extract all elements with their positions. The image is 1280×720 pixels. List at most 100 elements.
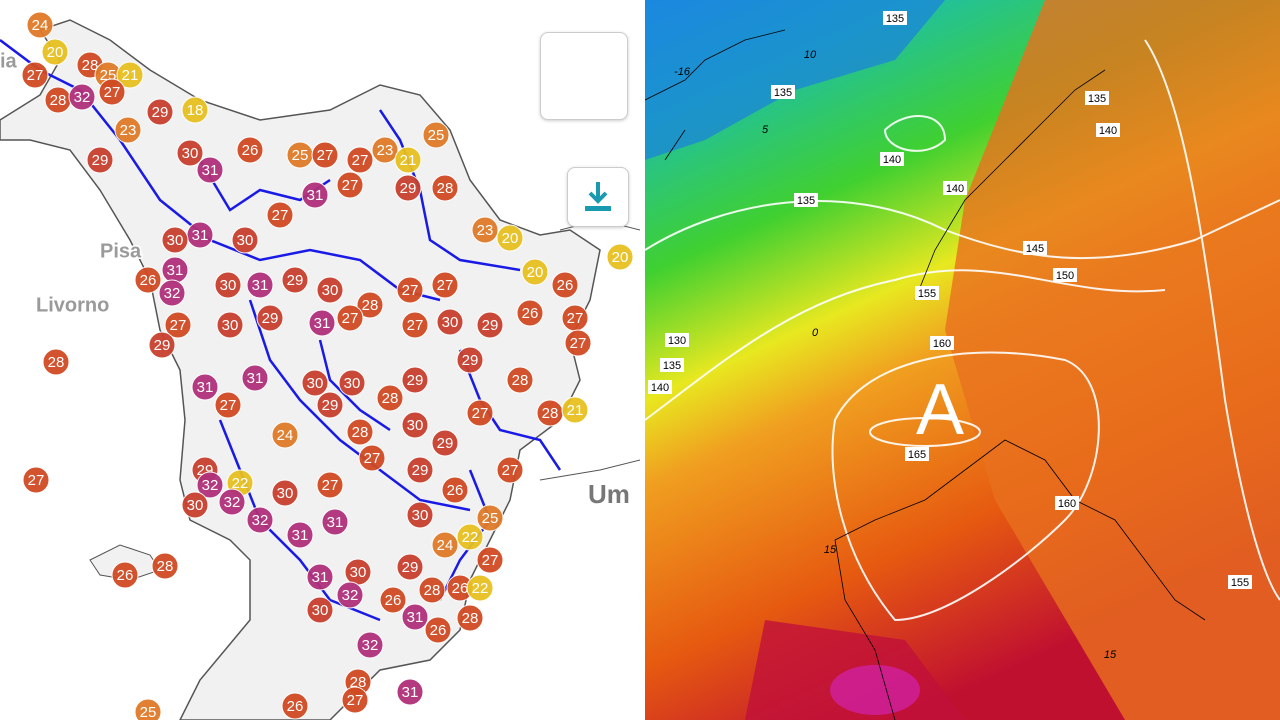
station-dot <box>86 146 114 174</box>
station-dot <box>396 553 424 581</box>
isobar-label-bg <box>771 85 795 99</box>
station-value: 31 <box>292 527 309 544</box>
coastlines <box>645 29 1206 720</box>
station-value: 25 <box>140 704 157 720</box>
place-label: ia <box>0 50 18 72</box>
station-value: 27 <box>570 335 587 352</box>
temperature-label: 0 <box>812 327 819 339</box>
station-value: 27 <box>352 152 369 169</box>
station-dot <box>181 491 209 519</box>
station-value: 21 <box>400 152 417 169</box>
station-value: 27 <box>437 277 454 294</box>
station-value: 26 <box>140 272 157 289</box>
station-dot <box>471 216 499 244</box>
station-marker: 27 <box>564 329 592 357</box>
station-dot <box>431 429 459 457</box>
temperature-label: 15 <box>1104 649 1117 661</box>
station-dot <box>401 366 429 394</box>
station-marker: 26 <box>111 561 139 589</box>
station-dot <box>551 271 579 299</box>
station-value: 23 <box>120 122 137 139</box>
station-value: 28 <box>82 57 99 74</box>
station-dot <box>394 174 422 202</box>
station-value: 30 <box>350 564 367 581</box>
station-marker: 21 <box>394 146 422 174</box>
station-value: 21 <box>122 67 139 84</box>
station-value: 25 <box>428 127 445 144</box>
station-marker: 27 <box>98 78 126 106</box>
station-value: 27 <box>317 147 334 164</box>
station-value: 20 <box>47 44 64 61</box>
station-marker: 21 <box>116 61 144 89</box>
station-dot <box>431 174 459 202</box>
station-marker: 31 <box>191 373 219 401</box>
station-marker: 25 <box>286 141 314 169</box>
station-value: 32 <box>342 587 359 604</box>
station-value: 27 <box>472 405 489 422</box>
station-dot <box>406 456 434 484</box>
station-value: 31 <box>307 187 324 204</box>
station-value: 27 <box>342 310 359 327</box>
station-marker: 28 <box>44 86 72 114</box>
station-value: 30 <box>407 417 424 434</box>
station-dot <box>441 476 469 504</box>
station-marker: 30 <box>301 369 329 397</box>
station-dot <box>436 308 464 336</box>
station-value: 32 <box>224 494 241 511</box>
station-value: 29 <box>407 372 424 389</box>
station-dot <box>308 309 336 337</box>
isobar-label-bg <box>1096 123 1120 137</box>
station-dot <box>396 678 424 706</box>
station-marker: 26 <box>281 692 309 720</box>
station-marker: 28 <box>356 291 384 319</box>
station-dot <box>98 78 126 106</box>
station-marker: 27 <box>214 391 242 419</box>
isobars <box>645 39 1280 622</box>
station-value: 28 <box>437 180 454 197</box>
station-value: 30 <box>344 375 361 392</box>
station-marker: 28 <box>346 418 374 446</box>
station-marker: 32 <box>68 83 96 111</box>
station-value: 30 <box>307 375 324 392</box>
station-dot <box>176 139 204 167</box>
station-marker: 29 <box>281 266 309 294</box>
download-button[interactable] <box>567 167 629 227</box>
station-value: 24 <box>437 537 454 554</box>
station-marker: 20 <box>521 258 549 286</box>
map-control[interactable] <box>540 32 628 120</box>
isobar-label-bg <box>1053 268 1077 282</box>
isobar-label: 160 <box>933 338 951 350</box>
station-dot <box>26 11 54 39</box>
isobar-label-bg <box>930 336 954 350</box>
station-value: 24 <box>277 427 294 444</box>
station-marker: 31 <box>321 508 349 536</box>
station-value: 26 <box>452 580 469 597</box>
station-dot <box>336 171 364 199</box>
station-dot <box>321 508 349 536</box>
isobar-label: 165 <box>908 449 926 461</box>
station-dot <box>336 304 364 332</box>
isobar-label-bg <box>915 286 939 300</box>
station-value: 26 <box>385 592 402 609</box>
station-marker: 25 <box>422 121 450 149</box>
station-dot <box>116 61 144 89</box>
station-value: 24 <box>32 17 49 34</box>
station-dot <box>246 506 274 534</box>
station-value: 27 <box>27 67 44 84</box>
isobar-label: 140 <box>1099 125 1117 137</box>
station-marker: 29 <box>148 331 176 359</box>
station-marker: 27 <box>346 146 374 174</box>
station-dot <box>371 136 399 164</box>
station-marker: 22 <box>466 574 494 602</box>
station-dot <box>396 276 424 304</box>
station-value: 30 <box>237 232 254 249</box>
station-marker: 23 <box>114 116 142 144</box>
station-dot <box>316 276 344 304</box>
station-value: 29 <box>152 104 169 121</box>
station-dot <box>311 141 339 169</box>
station-value: 27 <box>220 397 237 414</box>
station-dot <box>146 98 174 126</box>
station-value: 26 <box>447 482 464 499</box>
station-marker: 27 <box>266 201 294 229</box>
station-dot <box>431 271 459 299</box>
